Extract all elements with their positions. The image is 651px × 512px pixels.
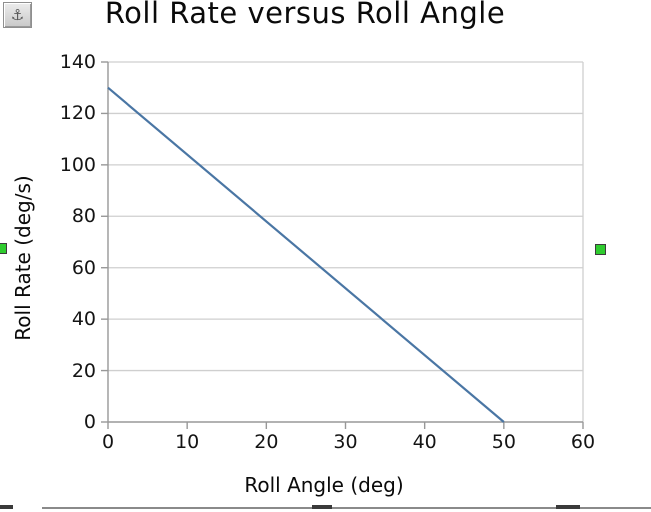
- data-line-roll-rate[interactable]: [107, 86, 505, 423]
- x-tick-label-60: 60: [570, 431, 596, 453]
- y-tick-label-40: 40: [71, 308, 96, 331]
- selection-border-bottom: [42, 507, 651, 509]
- x-tick-label-10: 10: [175, 431, 200, 453]
- anchor-icon[interactable]: ⚓: [3, 2, 32, 28]
- y-tick-label-60: 60: [71, 256, 96, 279]
- x-tick-label-20: 20: [254, 431, 279, 453]
- selection-handle-bottom-left[interactable]: [0, 505, 13, 509]
- x-tick-label-0: 0: [101, 431, 115, 453]
- x-tick-label-40: 40: [412, 431, 437, 453]
- chart-title: Roll Rate versus Roll Angle: [104, 0, 506, 30]
- selection-handle-bottom-right[interactable]: [556, 505, 580, 509]
- selection-handle-right[interactable]: [595, 244, 606, 255]
- x-axis-title: Roll Angle (deg): [244, 473, 404, 497]
- x-tick-label-50: 50: [491, 431, 516, 453]
- x-tick-label-30: 30: [333, 431, 358, 453]
- y-tick-label-80: 80: [71, 205, 96, 228]
- y-tick-label-20: 20: [71, 359, 96, 382]
- selection-handle-bottom-center[interactable]: [312, 505, 332, 509]
- anchor-glyph: ⚓: [10, 5, 25, 24]
- y-axis-title: Roll Rate (deg/s): [11, 175, 35, 341]
- y-tick-label-0: 0: [83, 411, 96, 433]
- y-tick-label-120: 120: [59, 102, 96, 125]
- selection-handle-left[interactable]: [0, 243, 7, 254]
- y-tick-label-100: 100: [59, 153, 96, 176]
- y-tick-label-140: 140: [59, 51, 96, 73]
